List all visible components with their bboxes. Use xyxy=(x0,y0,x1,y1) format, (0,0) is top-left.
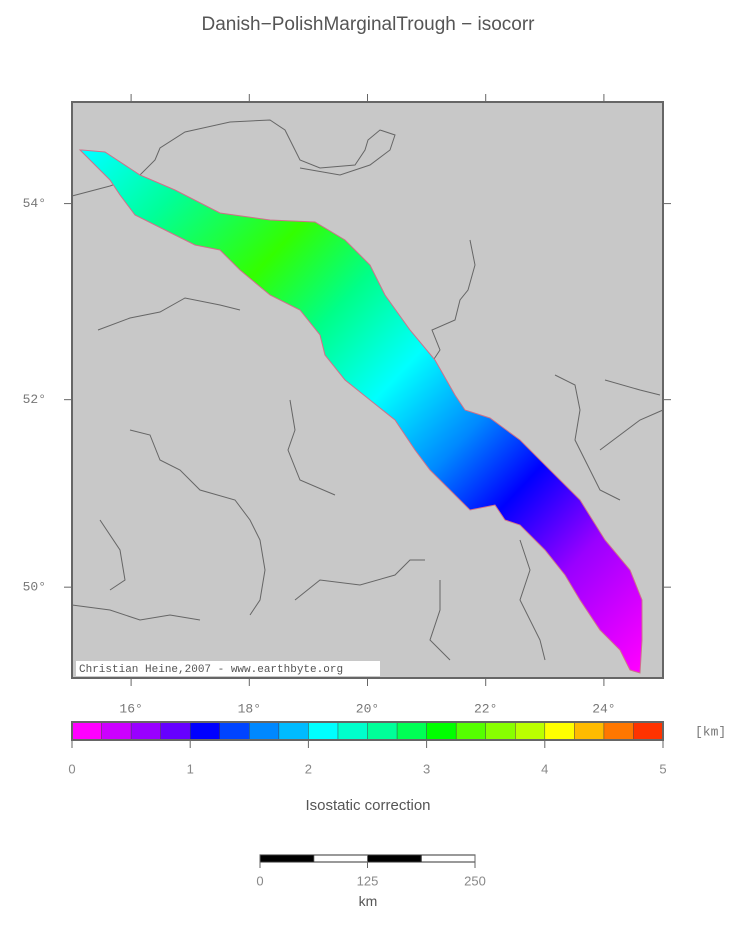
credit: Christian Heine,2007 - www.earthbyte.org xyxy=(79,664,343,676)
scalebar-segment xyxy=(313,854,368,863)
colorbar-tick-label: 4 xyxy=(541,761,548,776)
colorbar-unit: [km] xyxy=(695,724,726,739)
lon-label: 22° xyxy=(474,701,497,716)
scalebar-unit: km xyxy=(359,893,378,909)
colorbar-tick-label: 5 xyxy=(659,761,666,776)
lon-label: 16° xyxy=(119,701,142,716)
colorbar-swatch xyxy=(71,721,103,741)
colorbar-label: Isostatic correction xyxy=(305,797,430,814)
colorbar-swatch xyxy=(515,721,546,741)
colorbar-swatch xyxy=(633,721,664,741)
colorbar-tick-label: 0 xyxy=(68,761,75,776)
colorbar-swatch xyxy=(308,721,339,741)
scalebar-segment xyxy=(420,854,476,863)
colorbar-swatch xyxy=(367,721,398,741)
colorbar-swatch xyxy=(603,721,635,741)
colorbar-swatch xyxy=(574,721,605,741)
scalebar-segment xyxy=(259,854,315,863)
colorbar-frame xyxy=(71,721,664,741)
lon-label: 24° xyxy=(592,701,615,716)
title: Danish−PolishMarginalTrough − isocorr xyxy=(201,14,535,35)
scalebar-tick-label: 0 xyxy=(256,873,263,888)
colorbar-swatch xyxy=(219,721,250,741)
colorbar-swatch xyxy=(396,721,428,741)
lon-label: 20° xyxy=(356,701,379,716)
colorbar-swatch xyxy=(160,721,191,741)
scalebar-tick-label: 125 xyxy=(357,873,379,888)
rivers-coast xyxy=(71,119,664,661)
colorbar-swatch xyxy=(189,721,221,741)
isocorr-field xyxy=(78,149,643,674)
colorbar-tick-label: 2 xyxy=(305,761,312,776)
lat-label: 54° xyxy=(23,196,46,211)
colorbar-swatch xyxy=(455,721,487,741)
colorbar-swatch xyxy=(249,721,280,741)
lat-label: 52° xyxy=(23,392,46,407)
colorbar-swatch xyxy=(485,721,516,741)
colorbar-swatch xyxy=(278,721,309,741)
colorbar-swatch xyxy=(101,721,132,741)
colorbar-tick-label: 3 xyxy=(423,761,430,776)
colorbar-swatch xyxy=(426,721,457,741)
colorbar-swatch xyxy=(130,721,162,741)
credit-box xyxy=(76,661,380,676)
scalebar-tick-label: 250 xyxy=(464,873,486,888)
colorbar-tick-label: 1 xyxy=(187,761,194,776)
scalebar-segment xyxy=(367,854,422,863)
lat-label: 50° xyxy=(23,580,46,595)
colorbar-swatch xyxy=(544,721,575,741)
lon-label: 18° xyxy=(238,701,261,716)
colorbar-swatch xyxy=(337,721,369,741)
